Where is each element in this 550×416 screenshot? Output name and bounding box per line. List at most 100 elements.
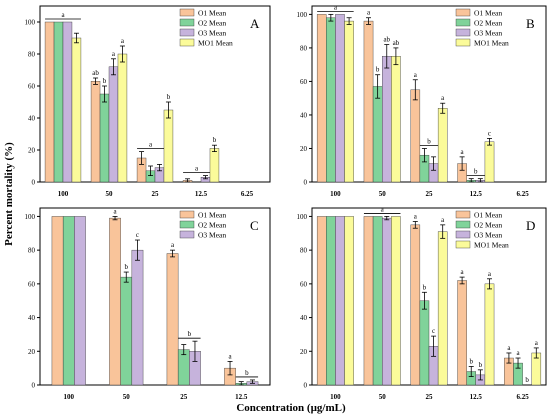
panel-c-xtick-label: 100 xyxy=(64,393,75,401)
panel-d-legend-label-o2: O2 Mean xyxy=(474,221,502,230)
panel-c: 0 20 40 60 80 100 100 50 25 12.5 a b c a b a b O1 MeanO2 … xyxy=(25,207,271,401)
panel-d-sig-label: b xyxy=(479,361,483,369)
panel-d-xtick-label: 25 xyxy=(426,393,434,401)
panel-a-bar-o3 xyxy=(62,21,73,183)
panel-b-ytick-label: 0 xyxy=(304,179,308,187)
panel-a-ytick-label: 0 xyxy=(32,179,36,187)
panel-b-sig-label: a xyxy=(414,71,418,79)
panel-d-bar-mo1 xyxy=(391,216,401,386)
panel-b-bar-o3 xyxy=(382,56,392,183)
panel-d-legend-label-o1: O1 Mean xyxy=(474,211,502,220)
panel-a-sig-label: a xyxy=(195,165,199,173)
panel-b-xtick-label: 100 xyxy=(330,190,341,198)
panel-d-bar-o1 xyxy=(316,216,327,386)
panel-b-sig-label: a xyxy=(441,94,445,102)
panel-b-ytick-label: 100 xyxy=(297,11,308,19)
panel-c-xtick-label: 12.5 xyxy=(235,393,248,401)
panel-b-xtick-label: 25 xyxy=(426,190,434,198)
panel-b-legend-label-o3: O3 Mean xyxy=(474,29,502,38)
panel-b-xtick-label: 12.5 xyxy=(470,190,483,198)
panel-d-ytick-label: 80 xyxy=(300,247,308,255)
panel-a-bar-o1 xyxy=(90,80,101,183)
panel-b-ytick-label: 80 xyxy=(300,44,308,52)
panel-b-legend-label-o1: O1 Mean xyxy=(474,9,502,18)
panel-c-ytick-label: 20 xyxy=(28,348,36,356)
panel-a-ytick-label: 20 xyxy=(28,147,36,155)
panel-d-bar-o2 xyxy=(326,216,336,386)
panel-c-bar-o3 xyxy=(131,249,144,386)
panel-b-ytick-label: 40 xyxy=(300,111,308,119)
panel-a-ytick-label: 100 xyxy=(25,19,36,27)
panel-d-bar-o2 xyxy=(419,300,430,386)
panel-d-xtick-label: 12.5 xyxy=(470,393,483,401)
panel-a-sig-label: b xyxy=(167,93,171,101)
panel-b-legend-swatch-o3 xyxy=(455,28,471,37)
panel-a-bar-mo1 xyxy=(71,37,82,183)
panel-c-ytick-label: 80 xyxy=(28,247,36,255)
panel-d-bar-mo1 xyxy=(344,216,354,386)
panel-b-bar-o3 xyxy=(335,14,345,183)
panel-b-bar-o2 xyxy=(326,17,336,183)
panel-c-bar-o2 xyxy=(120,276,133,386)
panel-d-sig-label: a xyxy=(535,339,539,347)
panel-a-sig-label: ab xyxy=(92,69,99,77)
panel-b-bar-mo1 xyxy=(437,108,448,183)
panel-d-sig-label: a xyxy=(381,205,385,213)
panel-c-ytick-label: 0 xyxy=(32,382,36,390)
panel-d-bar-o1 xyxy=(457,280,467,386)
panel-c-xtick-label: 50 xyxy=(123,393,131,401)
panel-c-sig-label: b xyxy=(188,330,192,338)
panel-c-frame xyxy=(39,207,271,386)
figure-xlabel: Concentration (µg/mL) xyxy=(236,402,346,414)
panel-a-bar-mo1 xyxy=(117,53,128,183)
panel-d-bar-o3 xyxy=(335,216,345,386)
panel-d-sig-label: b xyxy=(469,357,473,365)
panel-d-bar-mo1 xyxy=(484,283,495,386)
panel-a-xtick-label: 6.25 xyxy=(241,190,254,198)
panel-b-bar-mo1 xyxy=(391,56,401,183)
panel-d-sig-label: a xyxy=(516,349,520,357)
panel-c-sig-label: c xyxy=(136,231,139,239)
panel-b-sig-label: a xyxy=(461,148,465,156)
panel-a-legend-label-o3: O3 Mean xyxy=(198,29,226,38)
panel-b-bar-o2 xyxy=(372,86,383,183)
panel-c-legend-swatch-o2 xyxy=(179,220,195,229)
panel-d-bar-o2 xyxy=(372,216,383,386)
panel-d-sig-label: a xyxy=(414,212,418,220)
panel-a-xtick-label: 12.5 xyxy=(195,190,208,198)
panel-b-xtick-label: 6.25 xyxy=(516,190,529,198)
panel-d-ytick-label: 100 xyxy=(297,213,308,221)
panel-a-legend-label-o2: O2 Mean xyxy=(198,19,226,28)
panel-d-legend-swatch-o1 xyxy=(455,210,471,219)
panel-c-xtick-label: 25 xyxy=(180,393,188,401)
panel-c-sig-label: b xyxy=(245,369,249,377)
panel-a-sig-label: b xyxy=(213,136,217,144)
panel-c-ytick-label: 40 xyxy=(28,314,36,322)
panel-d-bar-mo1 xyxy=(437,231,448,386)
panel-b-legend-swatch-o2 xyxy=(455,18,471,27)
panel-d-sig-label: b xyxy=(525,376,529,384)
panel-c-bar-o3 xyxy=(74,216,86,386)
panel-a-bar-mo1 xyxy=(209,148,220,183)
panel-d-letter: D xyxy=(526,218,535,233)
panel-a-legend-label-mo1: MO1 Mean xyxy=(198,39,233,48)
panel-c-legend-swatch-o3 xyxy=(179,230,195,239)
panel-d-bar-o1 xyxy=(363,216,374,386)
panel-c-bar-o1 xyxy=(51,216,64,386)
panel-d-bar-o1 xyxy=(410,224,421,386)
panel-c-sig-label: a xyxy=(171,241,175,249)
panel-a-ytick-label: 60 xyxy=(28,83,36,91)
panel-a-xtick-label: 100 xyxy=(58,190,69,198)
panel-a-legend-swatch-mo1 xyxy=(179,38,195,47)
panel-b-bar-o1 xyxy=(410,89,421,183)
panel-b-sig-label: ab xyxy=(383,36,390,44)
panel-d-sig-label: a xyxy=(461,268,465,276)
panel-b-sig-label: b xyxy=(427,137,431,145)
panel-b-sig-label: a xyxy=(367,9,371,17)
panel-a-sig-label: a xyxy=(121,37,125,45)
panel-d-ytick-label: 20 xyxy=(300,348,308,356)
